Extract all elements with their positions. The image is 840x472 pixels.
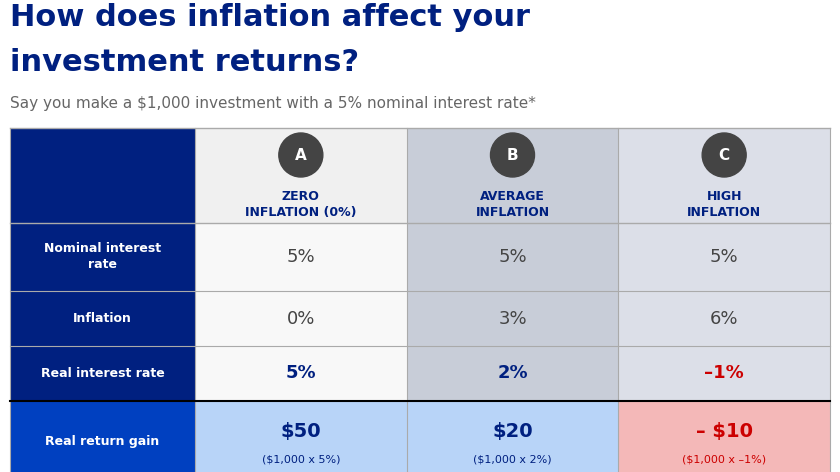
Text: – $10: – $10 [696,421,753,440]
Text: ($1,000 x 5%): ($1,000 x 5%) [261,454,340,464]
Circle shape [702,133,746,177]
Bar [407,346,618,401]
Text: 6%: 6% [710,310,738,328]
Text: A: A [295,147,307,162]
Text: –1%: –1% [704,364,744,382]
Text: investment returns?: investment returns? [10,48,360,77]
Bar [195,401,407,472]
Text: ($1,000 x –1%): ($1,000 x –1%) [682,454,766,464]
Text: 2%: 2% [497,364,528,382]
Text: Inflation: Inflation [73,312,132,325]
Bar [618,223,830,291]
Bar [618,346,830,401]
Text: 5%: 5% [286,364,316,382]
Bar [10,291,195,346]
Text: C: C [718,147,730,162]
Bar [407,223,618,291]
Text: Nominal interest
rate: Nominal interest rate [44,243,161,271]
Text: B: B [507,147,518,162]
Text: HIGH
INFLATION: HIGH INFLATION [687,190,761,219]
Text: AVERAGE
INFLATION: AVERAGE INFLATION [475,190,549,219]
Text: ZERO
INFLATION (0%): ZERO INFLATION (0%) [245,190,357,219]
Bar [195,128,407,223]
Bar [618,401,830,472]
Bar [407,128,618,223]
Text: 3%: 3% [498,310,527,328]
Bar [618,291,830,346]
Bar [195,291,407,346]
Bar [618,128,830,223]
Bar [195,346,407,401]
Circle shape [279,133,323,177]
Bar [10,128,195,223]
Text: Say you make a $1,000 investment with a 5% nominal interest rate*: Say you make a $1,000 investment with a … [10,96,536,111]
Text: Real return gain: Real return gain [45,435,160,447]
Text: 5%: 5% [710,248,738,266]
Bar [407,291,618,346]
Text: ($1,000 x 2%): ($1,000 x 2%) [473,454,552,464]
Bar [10,223,195,291]
Circle shape [491,133,534,177]
Text: 5%: 5% [286,248,315,266]
Bar [10,401,195,472]
Text: $50: $50 [281,421,321,440]
Text: 5%: 5% [498,248,527,266]
Bar [407,401,618,472]
Bar [195,223,407,291]
Text: How does inflation affect your: How does inflation affect your [10,3,530,32]
Text: 0%: 0% [286,310,315,328]
Text: $20: $20 [492,421,533,440]
Text: Real interest rate: Real interest rate [40,367,165,380]
Bar [10,346,195,401]
